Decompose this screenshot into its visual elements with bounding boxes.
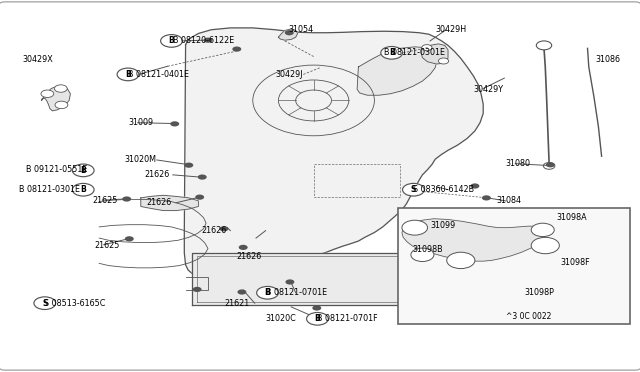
Text: B: B	[265, 288, 270, 297]
Text: 30429X: 30429X	[22, 55, 53, 64]
Circle shape	[117, 68, 139, 81]
Text: 31099: 31099	[430, 221, 455, 230]
Text: B: B	[315, 314, 320, 323]
Polygon shape	[141, 195, 198, 211]
Circle shape	[312, 305, 321, 311]
Circle shape	[55, 101, 68, 109]
Text: B 08121-0301E: B 08121-0301E	[384, 48, 445, 57]
Circle shape	[411, 248, 434, 262]
Text: B: B	[81, 166, 86, 175]
Text: ^3 0C 0022: ^3 0C 0022	[506, 312, 551, 321]
Circle shape	[195, 195, 204, 200]
Circle shape	[41, 90, 54, 97]
Text: B: B	[169, 36, 174, 45]
Text: 31084: 31084	[496, 196, 521, 205]
Circle shape	[536, 41, 552, 50]
Circle shape	[403, 183, 424, 196]
Text: 31098F: 31098F	[560, 258, 589, 267]
Text: S: S	[411, 185, 416, 194]
Circle shape	[125, 236, 134, 241]
Polygon shape	[278, 29, 298, 40]
Text: B: B	[125, 70, 131, 79]
Bar	[398, 208, 630, 324]
Circle shape	[482, 195, 491, 201]
Circle shape	[220, 226, 228, 231]
Text: 31009: 31009	[128, 118, 153, 127]
Circle shape	[198, 174, 207, 180]
Polygon shape	[421, 44, 448, 64]
Circle shape	[54, 85, 67, 92]
Text: 30429J: 30429J	[275, 70, 303, 79]
Text: 31098B: 31098B	[413, 245, 444, 254]
Circle shape	[161, 35, 182, 47]
Circle shape	[285, 279, 294, 285]
Text: 21626: 21626	[237, 252, 262, 261]
Text: 21625: 21625	[93, 196, 118, 205]
Text: S 08360-6142B: S 08360-6142B	[413, 185, 474, 194]
Circle shape	[402, 220, 428, 235]
Circle shape	[285, 30, 294, 35]
Text: 30429Y: 30429Y	[474, 85, 504, 94]
Circle shape	[184, 163, 193, 168]
Circle shape	[237, 289, 246, 295]
Circle shape	[122, 196, 131, 202]
Polygon shape	[357, 47, 436, 95]
Circle shape	[72, 164, 94, 177]
Circle shape	[381, 46, 403, 59]
Circle shape	[232, 46, 241, 52]
Text: 21625: 21625	[95, 241, 120, 250]
Circle shape	[470, 183, 479, 189]
Circle shape	[193, 287, 202, 292]
Text: S 08513-6165C: S 08513-6165C	[44, 299, 105, 308]
Polygon shape	[184, 28, 483, 277]
Circle shape	[422, 45, 432, 51]
Text: 31020M: 31020M	[125, 155, 157, 164]
Text: B 08121-0701E: B 08121-0701E	[266, 288, 327, 296]
Circle shape	[447, 252, 475, 269]
Circle shape	[34, 297, 56, 310]
Text: 31054: 31054	[288, 25, 313, 34]
Text: 21626: 21626	[146, 198, 171, 207]
Polygon shape	[42, 86, 70, 111]
Text: 31086: 31086	[595, 55, 620, 64]
Text: B 08121-0301E: B 08121-0301E	[19, 185, 80, 194]
Text: B 09121-0551E: B 09121-0551E	[26, 165, 87, 174]
Text: B: B	[389, 48, 394, 57]
Text: 31098A: 31098A	[557, 213, 588, 222]
Text: 21626: 21626	[144, 170, 169, 179]
Text: B 08121-0401E: B 08121-0401E	[128, 70, 189, 79]
Text: 30429H: 30429H	[435, 25, 467, 34]
Circle shape	[257, 286, 278, 299]
Text: S: S	[42, 299, 47, 308]
Polygon shape	[402, 219, 545, 261]
Circle shape	[239, 245, 248, 250]
Circle shape	[307, 312, 328, 325]
Text: B 08120-6122E: B 08120-6122E	[173, 36, 234, 45]
Circle shape	[531, 223, 554, 237]
Circle shape	[546, 162, 555, 167]
Text: B 08121-0701F: B 08121-0701F	[317, 314, 378, 323]
Circle shape	[438, 58, 449, 64]
Circle shape	[204, 38, 212, 43]
Polygon shape	[192, 253, 403, 305]
Circle shape	[72, 183, 94, 196]
Text: B: B	[81, 185, 86, 194]
Text: 31098P: 31098P	[525, 288, 555, 296]
Circle shape	[531, 237, 559, 254]
Text: 21621: 21621	[224, 299, 249, 308]
Text: 31020C: 31020C	[266, 314, 296, 323]
Circle shape	[543, 163, 555, 169]
Text: 31080: 31080	[506, 159, 531, 168]
Text: 21626: 21626	[202, 226, 227, 235]
Circle shape	[170, 121, 179, 126]
